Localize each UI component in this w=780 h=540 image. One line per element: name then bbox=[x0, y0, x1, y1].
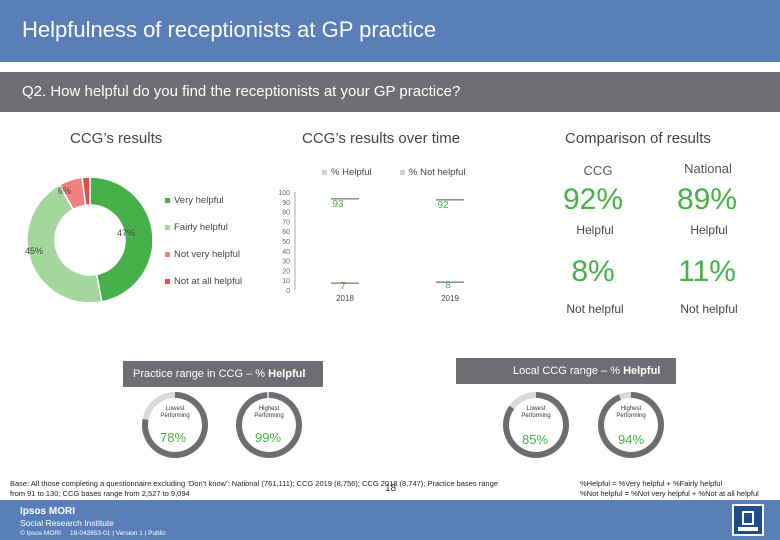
x-tick-label: 2019 bbox=[441, 294, 459, 303]
national-helpful-label: Helpful bbox=[690, 223, 728, 237]
brand-name: Ipsos MORI bbox=[20, 506, 76, 517]
x-tick-label: 2018 bbox=[336, 294, 354, 303]
y-tick-label: 50 bbox=[282, 239, 290, 246]
ccg-not-helpful-label: Not helpful bbox=[566, 302, 624, 316]
legend-swatch bbox=[165, 251, 170, 257]
y-tick-label: 30 bbox=[282, 259, 290, 266]
series-1-data-label-1: 8 bbox=[445, 280, 451, 291]
practice-lowest-value: 78% bbox=[160, 430, 187, 445]
legend-swatch bbox=[322, 169, 327, 175]
definition-line1: %Helpful = %Very helpful + %Fairly helpf… bbox=[580, 479, 723, 488]
y-tick-label: 70 bbox=[282, 219, 290, 226]
donut-slice-very-helpful bbox=[89, 176, 154, 303]
definition-line2: %Not helpful = %Not very helpful + %Not … bbox=[580, 489, 759, 498]
y-tick-label: 40 bbox=[282, 249, 290, 256]
y-tick-label: 60 bbox=[282, 229, 290, 236]
base-footnote: Base: All those completing a questionnai… bbox=[10, 479, 570, 499]
national-not-helpful-value: 11% bbox=[678, 255, 736, 288]
copyright-text: © Ipsos MORI 18-042653-01 | Version 1 | … bbox=[20, 530, 166, 537]
legend-pct-not-helpful: % Not helpful bbox=[400, 167, 466, 178]
page-number: 18 bbox=[385, 483, 397, 494]
donut-chart bbox=[26, 176, 154, 304]
series-1-data-label-0: 7 bbox=[340, 281, 346, 292]
base-footnote-line2: from 91 to 130; CCG bases range from 2,5… bbox=[10, 489, 190, 498]
practice-lowest-ring bbox=[142, 392, 209, 458]
legend-not-at-all-helpful: Not at all helpful bbox=[165, 276, 242, 287]
brand-subtitle: Social Research Institute bbox=[20, 518, 115, 528]
practice-lowest-label: Lowest Performing bbox=[160, 406, 190, 419]
trend-chart: 0 10 20 30 40 50 60 70 80 90 100 2018 2019 93 92 7 8 bbox=[278, 190, 464, 303]
practice-highest-ring-arcs bbox=[236, 392, 303, 458]
ccg-not-helpful-value: 8% bbox=[571, 255, 615, 288]
legend-swatch bbox=[400, 169, 405, 175]
donut-label-very-helpful: 47% bbox=[117, 228, 136, 238]
ccg-helpful-label: Helpful bbox=[576, 223, 614, 237]
donut-slice-not-at-all-helpful bbox=[81, 176, 91, 207]
local-lowest-label: Lowest Performing bbox=[521, 406, 551, 419]
trend-section-title: CCG’s results over time bbox=[302, 130, 461, 147]
y-tick-label: 0 bbox=[286, 288, 290, 295]
practice-range-title: Practice range in CCG – % bbox=[133, 368, 269, 380]
practice-lowest-ring-arcs bbox=[142, 392, 209, 458]
legend-not-very-helpful: Not very helpful bbox=[165, 249, 240, 260]
definition-footnote: %Helpful = %Very helpful + %Fairly helpf… bbox=[580, 479, 775, 499]
practice-range-header: Practice range in CCG – % Helpful bbox=[123, 361, 323, 387]
base-footnote-line1: Base: All those completing a questionnai… bbox=[10, 479, 498, 488]
legend-swatch bbox=[165, 278, 170, 284]
series-0-data-label-0: 93 bbox=[332, 199, 344, 210]
question-text: Q2. How helpful do you find the receptio… bbox=[22, 83, 461, 100]
title-bar: Helpfulness of receptionists at GP pract… bbox=[0, 0, 780, 62]
legend-pct-helpful: % Helpful bbox=[322, 167, 372, 178]
national-not-helpful-label: Not helpful bbox=[680, 302, 738, 316]
legend-fairly-helpful: Fairly helpful bbox=[165, 222, 228, 233]
series-0-data-label-1: 92 bbox=[437, 200, 449, 211]
ipsos-logo-icon bbox=[738, 511, 758, 531]
local-highest-value: 94% bbox=[618, 432, 645, 447]
legend-swatch bbox=[165, 197, 170, 203]
ring-fill bbox=[236, 392, 302, 458]
legend-very-helpful: Very helpful bbox=[165, 195, 224, 206]
ccg-header: CCG bbox=[583, 163, 613, 178]
ipsos-logo bbox=[732, 504, 764, 536]
comparison-title: Comparison of results bbox=[565, 130, 711, 147]
practice-highest-value: 99% bbox=[255, 430, 282, 445]
local-range-header: Local CCG range – % Helpful bbox=[456, 358, 676, 384]
donut-slice-fairly-helpful bbox=[26, 183, 103, 304]
local-highest-ring bbox=[598, 392, 665, 458]
practice-range-title-bold: Helpful bbox=[268, 368, 306, 380]
y-tick-label: 10 bbox=[282, 278, 290, 285]
local-highest-label: Highest Performing bbox=[616, 406, 646, 419]
y-tick-label: 100 bbox=[278, 190, 290, 197]
practice-highest-ring bbox=[236, 392, 303, 458]
practice-highest-label: Highest Performing bbox=[254, 406, 284, 419]
local-highest-ring-arcs bbox=[598, 392, 665, 458]
local-lowest-value: 85% bbox=[522, 432, 549, 447]
donut-label-fairly-helpful: 45% bbox=[25, 246, 44, 256]
y-tick-label: 20 bbox=[282, 268, 290, 275]
local-lowest-ring-arcs bbox=[503, 392, 570, 458]
local-lowest-ring bbox=[503, 392, 570, 458]
national-helpful-value: 89% bbox=[676, 183, 738, 216]
y-tick-label: 80 bbox=[282, 210, 290, 217]
donut-label-not-very-helpful: 6% bbox=[58, 186, 72, 196]
donut-section-title: CCG’s results bbox=[70, 130, 163, 147]
question-bar: Q2. How helpful do you find the receptio… bbox=[0, 72, 780, 112]
ring-fill bbox=[598, 392, 664, 458]
local-range-title: Local CCG range – % bbox=[513, 365, 624, 377]
page-title: Helpfulness of receptionists at GP pract… bbox=[22, 17, 437, 42]
national-header: National bbox=[684, 161, 732, 176]
footer-bar bbox=[0, 500, 780, 540]
y-tick-label: 90 bbox=[282, 200, 290, 207]
ccg-helpful-value: 92% bbox=[562, 183, 624, 216]
legend-swatch bbox=[165, 224, 170, 230]
local-range-title-bold: Helpful bbox=[623, 365, 661, 377]
